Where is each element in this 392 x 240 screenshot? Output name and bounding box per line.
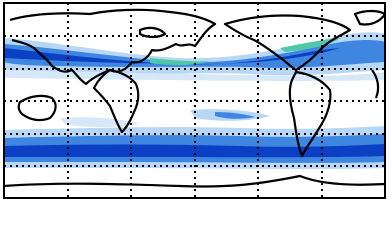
coastline bbox=[223, 14, 352, 72]
patch-mid bbox=[215, 112, 255, 119]
band-dark bbox=[4, 144, 385, 158]
coastline bbox=[138, 26, 167, 39]
graticule bbox=[4, 3, 385, 198]
coastline bbox=[9, 8, 217, 86]
map-frame bbox=[3, 2, 386, 199]
patch-light bbox=[60, 117, 140, 127]
page bbox=[3, 2, 386, 199]
band-peak bbox=[280, 38, 340, 52]
coastline bbox=[17, 94, 57, 122]
coastline bbox=[4, 174, 385, 188]
band-dark bbox=[4, 48, 340, 65]
map bbox=[3, 2, 386, 199]
coastline bbox=[288, 70, 332, 158]
coastline bbox=[92, 68, 140, 134]
coastline bbox=[371, 69, 380, 99]
